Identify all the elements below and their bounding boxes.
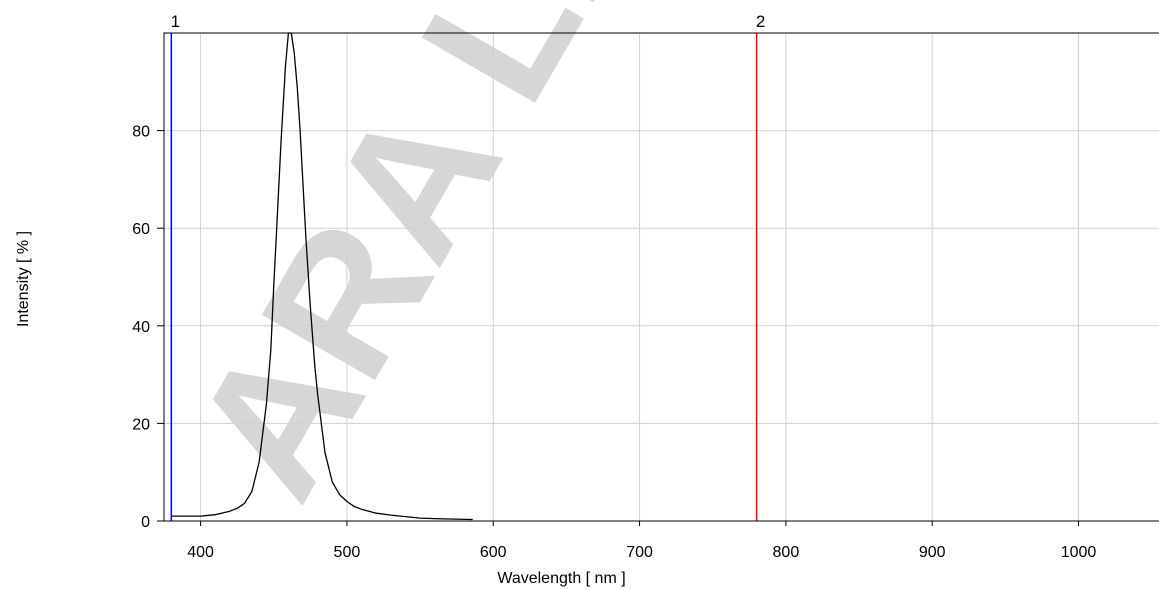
y-tick-label: 60 xyxy=(132,221,150,238)
x-tick-label: 1000 xyxy=(1061,544,1097,561)
x-tick-label: 800 xyxy=(773,544,800,561)
x-axis-title: Wavelength [ nm ] xyxy=(497,570,625,587)
spectrum-curve xyxy=(171,32,473,521)
x-tick-label: 600 xyxy=(480,544,507,561)
marker-1-label: 1 xyxy=(171,12,180,31)
plot-frame xyxy=(163,32,1159,522)
marker-2-label: 2 xyxy=(756,12,765,31)
x-tick-label: 400 xyxy=(187,544,214,561)
x-tick-label: 700 xyxy=(626,544,653,561)
y-axis-title: Intensity [ % ] xyxy=(15,231,32,327)
curve-layer xyxy=(171,32,473,521)
y-tick-label: 20 xyxy=(132,416,150,433)
x-tick-label: 900 xyxy=(919,544,946,561)
y-tick-label: 80 xyxy=(132,124,150,141)
grid xyxy=(164,33,1159,521)
watermark: ARA LIG xyxy=(152,0,723,531)
y-tick-label: 0 xyxy=(141,514,150,531)
watermark-text: ARA LIG xyxy=(152,0,723,531)
x-tick-label: 500 xyxy=(334,544,361,561)
y-tick-label: 40 xyxy=(132,319,150,336)
y-tick-labels: 0 20 40 60 80 xyxy=(132,124,164,531)
x-tick-labels: 400 500 600 700 800 900 1000 xyxy=(187,521,1096,561)
